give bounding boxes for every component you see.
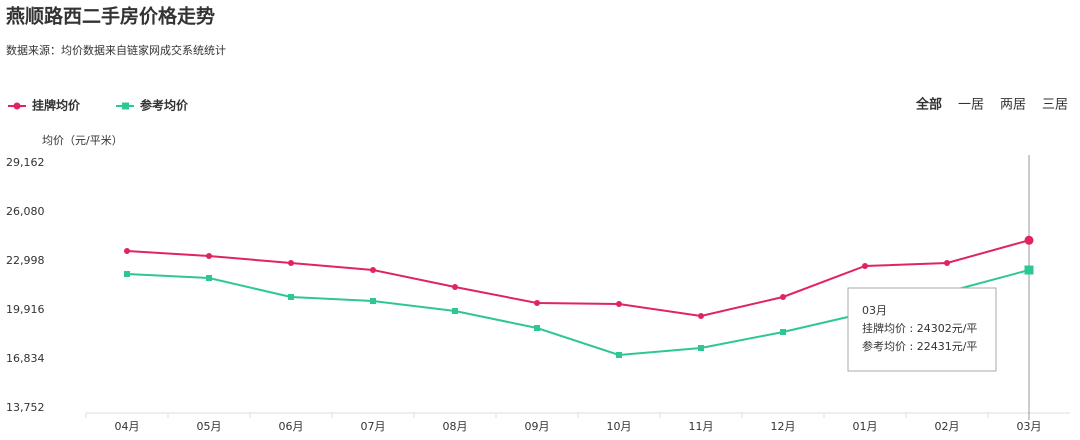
point: [370, 298, 376, 305]
point: [616, 300, 622, 307]
y-tick-label: 22,998: [6, 254, 45, 267]
chart-subtitle: 数据来源：均价数据来自链家网成交系统统计: [6, 43, 226, 57]
y-tick-label: 13,752: [6, 401, 45, 414]
tab[interactable]: 全部: [915, 97, 942, 113]
x-tick-label: 06月: [279, 420, 304, 433]
point: [288, 259, 294, 266]
x-tick-label: 05月: [197, 420, 222, 433]
x-tick-label: 10月: [607, 420, 632, 433]
tooltip-title: 03月: [862, 304, 887, 317]
y-tick-label: 16,834: [6, 352, 45, 365]
chart-title: 燕顺路西二手房价格走势: [6, 5, 215, 28]
x-tick-label: 03月: [1017, 420, 1042, 433]
legend-label: 挂牌均价: [32, 98, 81, 113]
x-tick-label: 11月: [689, 420, 714, 433]
point: [862, 262, 868, 269]
tooltip-line: 挂牌均价 : 24302元/平: [862, 321, 977, 335]
point: [1024, 235, 1034, 245]
point: [698, 344, 704, 351]
point: [780, 293, 786, 300]
point: [124, 270, 130, 277]
point: [534, 324, 540, 331]
y-tick-label: 19,916: [6, 303, 45, 316]
tooltip-line: 参考均价 : 22431元/平: [862, 339, 977, 353]
point: [206, 274, 212, 281]
legend-label: 参考均价: [140, 98, 189, 113]
x-tick-label: 04月: [115, 420, 140, 433]
x-tick-label: 02月: [935, 420, 960, 433]
x-tick-label: 08月: [443, 420, 468, 433]
point: [452, 308, 458, 315]
point: [616, 351, 622, 358]
point: [780, 329, 786, 336]
point: [534, 299, 540, 306]
y-axis-label: 均价（元/平米）: [42, 134, 123, 147]
tab[interactable]: 三居: [1042, 98, 1068, 113]
point: [452, 283, 458, 290]
y-tick-label: 29,162: [6, 156, 45, 169]
point: [370, 266, 376, 273]
point: [1024, 265, 1034, 275]
point: [288, 293, 294, 300]
legend-marker: [122, 102, 129, 110]
legend-marker: [13, 102, 21, 110]
tab[interactable]: 一居: [958, 98, 984, 113]
x-tick-label: 07月: [361, 420, 386, 433]
point: [124, 247, 130, 254]
x-tick-label: 12月: [771, 420, 796, 433]
y-tick-label: 26,080: [6, 205, 45, 218]
point: [944, 259, 950, 266]
x-tick-label: 01月: [853, 420, 878, 433]
tab[interactable]: 两居: [1000, 98, 1026, 113]
x-tick-label: 09月: [525, 420, 550, 433]
point: [206, 252, 212, 259]
tooltip-box: [847, 287, 997, 372]
series-line: [126, 239, 1030, 318]
point: [698, 312, 704, 319]
